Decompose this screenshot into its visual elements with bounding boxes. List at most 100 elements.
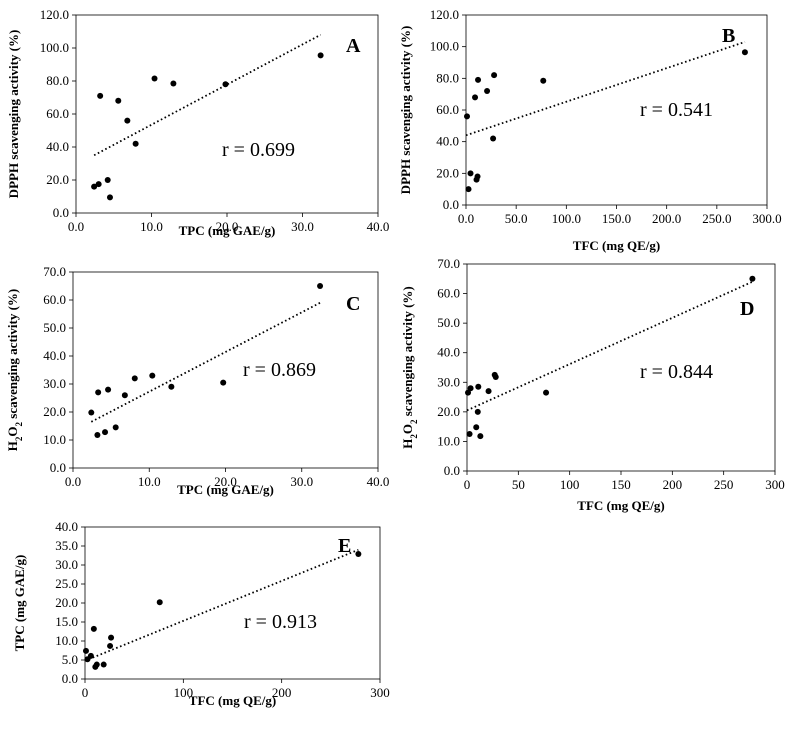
y-tick-label: 80.0 bbox=[436, 70, 459, 85]
x-tick-label: 250.0 bbox=[702, 211, 731, 226]
y-tick-label: 40.0 bbox=[437, 345, 460, 360]
y-tick-label: 80.0 bbox=[46, 73, 69, 88]
y-axis-title: TPC (mg GAE/g) bbox=[12, 555, 27, 652]
x-tick-label: 10.0 bbox=[140, 219, 163, 234]
data-point bbox=[477, 433, 484, 440]
data-point bbox=[465, 186, 472, 193]
x-axis-title: TPC (mg GAE/g) bbox=[179, 223, 276, 238]
data-point bbox=[490, 135, 497, 142]
data-point bbox=[467, 170, 474, 177]
data-point bbox=[102, 429, 109, 436]
x-tick-label: 300.0 bbox=[752, 211, 781, 226]
y-tick-label: 40.0 bbox=[46, 139, 69, 154]
data-point bbox=[475, 76, 482, 83]
y-tick-label: 100.0 bbox=[40, 40, 69, 55]
y-tick-label: 0.0 bbox=[62, 671, 78, 686]
data-point bbox=[474, 173, 481, 180]
data-point bbox=[222, 81, 229, 88]
y-axis-title: DPPH scavenging activity (%) bbox=[6, 30, 21, 199]
data-point bbox=[104, 177, 111, 183]
data-point bbox=[131, 375, 138, 382]
data-point bbox=[82, 647, 89, 654]
y-tick-label: 70.0 bbox=[43, 264, 66, 279]
data-point bbox=[355, 550, 362, 557]
y-tick-label: 30.0 bbox=[55, 557, 78, 572]
data-point bbox=[170, 80, 177, 87]
correlation-label: r = 0.541 bbox=[640, 99, 713, 121]
y-tick-label: 20.0 bbox=[43, 404, 66, 419]
x-tick-label: 0.0 bbox=[65, 474, 81, 489]
x-axis-title: TFC (mg QE/g) bbox=[577, 498, 664, 513]
y-tick-label: 40.0 bbox=[43, 348, 66, 363]
x-tick-label: 40.0 bbox=[367, 219, 390, 234]
data-point bbox=[115, 97, 122, 104]
y-tick-label: 10.0 bbox=[437, 433, 460, 448]
data-point bbox=[90, 625, 97, 632]
y-tick-label: 120.0 bbox=[40, 7, 69, 22]
y-tick-label: 60.0 bbox=[437, 286, 460, 301]
y-tick-label: 30.0 bbox=[437, 374, 460, 389]
y-tick-label: 0.0 bbox=[50, 460, 66, 475]
correlation-label: r = 0.844 bbox=[640, 361, 713, 383]
data-point bbox=[467, 385, 474, 392]
y-axis-title: H2O2 scavenging activity (%) bbox=[400, 286, 419, 448]
y-tick-label: 70.0 bbox=[437, 256, 460, 271]
data-point bbox=[105, 386, 112, 393]
trendline bbox=[466, 280, 753, 412]
x-tick-label: 20.0 bbox=[214, 474, 237, 489]
data-point bbox=[741, 49, 748, 56]
y-tick-label: 120.0 bbox=[430, 7, 459, 22]
x-axis-title: TPC (mg GAE/g) bbox=[177, 482, 274, 497]
panel-letter: B bbox=[722, 25, 735, 47]
trendline bbox=[90, 302, 321, 423]
y-tick-label: 60.0 bbox=[436, 102, 459, 117]
x-tick-label: 150.0 bbox=[602, 211, 631, 226]
trendline bbox=[84, 548, 359, 662]
y-tick-label: 20.0 bbox=[437, 404, 460, 419]
data-point bbox=[97, 92, 104, 99]
panel-letter: E bbox=[338, 535, 351, 557]
data-point bbox=[491, 72, 498, 79]
panel-letter: C bbox=[346, 293, 360, 315]
data-point bbox=[91, 183, 98, 190]
y-axis-title: H2O2 scavenging activity (%) bbox=[5, 289, 24, 451]
data-point bbox=[100, 661, 107, 668]
correlation-label: r = 0.869 bbox=[243, 359, 316, 381]
y-tick-label: 60.0 bbox=[46, 106, 69, 121]
data-point bbox=[543, 389, 550, 396]
x-tick-label: 150 bbox=[611, 477, 631, 492]
data-point bbox=[317, 283, 324, 289]
chart-panel-c: 0.0 10.0 20.0 30.0 40.0 0.0 10.0 20.0 30.0 40.0 50… bbox=[5, 264, 389, 497]
data-point bbox=[108, 634, 115, 641]
chart-panel-d: 0 50 100 150 200 250 300 0.0 10.0 20.0 30.0 40.0 50.… bbox=[400, 256, 785, 513]
x-tick-label: 30.0 bbox=[291, 219, 314, 234]
data-point bbox=[107, 642, 114, 649]
y-tick-label: 20.0 bbox=[55, 595, 78, 610]
plot-area-border bbox=[72, 271, 379, 469]
data-point bbox=[484, 88, 491, 94]
x-tick-label: 50 bbox=[512, 477, 525, 492]
y-tick-label: 50.0 bbox=[437, 315, 460, 330]
y-tick-label: 15.0 bbox=[55, 614, 78, 629]
x-tick-label: 0 bbox=[464, 477, 471, 492]
x-axis-title: TFC (mg QE/g) bbox=[189, 693, 276, 708]
x-tick-label: 250 bbox=[714, 477, 734, 492]
x-tick-label: 10.0 bbox=[138, 474, 161, 489]
y-tick-label: 25.0 bbox=[55, 576, 78, 591]
data-point bbox=[220, 379, 227, 386]
y-tick-label: 50.0 bbox=[43, 320, 66, 335]
data-point bbox=[93, 661, 100, 668]
x-tick-label: 200 bbox=[272, 685, 292, 700]
chart-panel-b: 0.0 50.0 100.0 150.0 200.0 250.0 300.0 0.0 20.0 4… bbox=[398, 7, 782, 253]
y-tick-label: 35.0 bbox=[55, 538, 78, 553]
y-tick-label: 10.0 bbox=[43, 432, 66, 447]
data-point bbox=[492, 373, 499, 380]
data-point bbox=[95, 181, 102, 188]
x-tick-label: 100.0 bbox=[552, 211, 581, 226]
data-point bbox=[465, 389, 472, 396]
data-point bbox=[464, 113, 471, 120]
y-tick-label: 20.0 bbox=[46, 172, 69, 187]
plot-area-border bbox=[466, 263, 776, 472]
data-point bbox=[168, 383, 175, 390]
